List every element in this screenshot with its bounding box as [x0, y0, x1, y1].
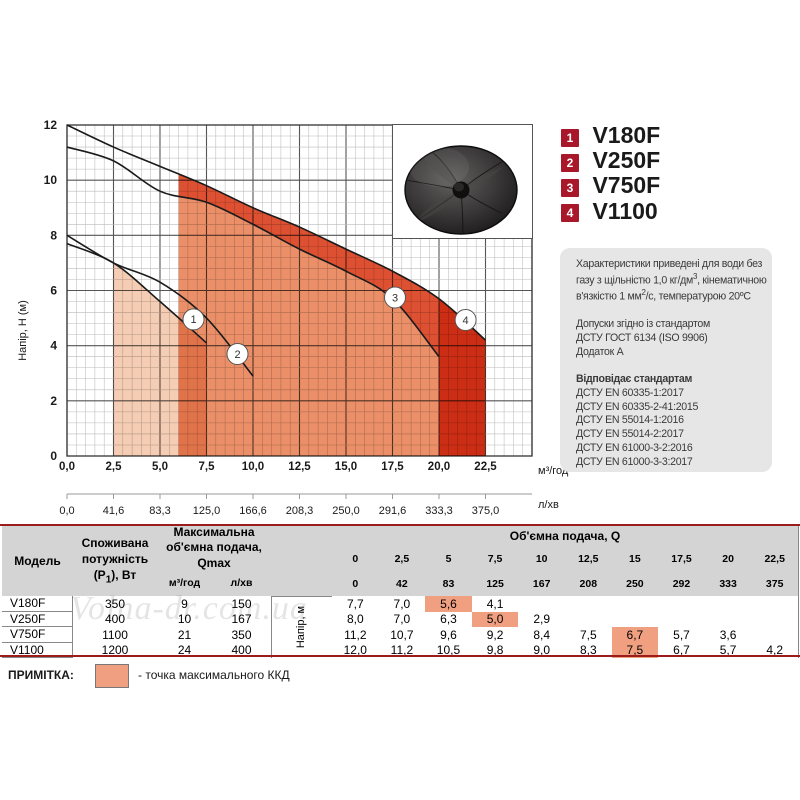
svg-text:22,5: 22,5	[474, 461, 497, 473]
svg-text:12,5: 12,5	[288, 461, 311, 473]
svg-text:12: 12	[44, 118, 58, 132]
svg-text:7,5: 7,5	[199, 461, 216, 473]
svg-text:166,6: 166,6	[239, 505, 267, 517]
svg-text:20,0: 20,0	[428, 461, 450, 473]
svg-text:6: 6	[50, 284, 57, 298]
svg-text:2: 2	[234, 349, 240, 361]
svg-text:5,0: 5,0	[152, 461, 168, 473]
svg-text:1: 1	[190, 314, 196, 326]
svg-text:83,3: 83,3	[149, 505, 170, 517]
svg-text:0,0: 0,0	[59, 461, 75, 473]
svg-text:333,3: 333,3	[425, 505, 453, 517]
svg-text:10: 10	[44, 173, 58, 187]
svg-text:250,0: 250,0	[332, 505, 360, 517]
svg-text:41,6: 41,6	[103, 505, 124, 517]
svg-text:0: 0	[50, 449, 57, 463]
svg-text:8: 8	[50, 228, 57, 242]
svg-text:10,0: 10,0	[242, 461, 264, 473]
svg-text:208,3: 208,3	[286, 505, 314, 517]
svg-text:2,5: 2,5	[106, 461, 123, 473]
svg-text:291,6: 291,6	[379, 505, 407, 517]
svg-text:15,0: 15,0	[335, 461, 357, 473]
svg-text:375,0: 375,0	[472, 505, 500, 517]
svg-text:4: 4	[50, 339, 57, 353]
svg-text:2: 2	[50, 394, 57, 408]
svg-text:3: 3	[392, 292, 398, 304]
svg-text:4: 4	[463, 315, 469, 327]
svg-text:17,5: 17,5	[381, 461, 404, 473]
svg-text:125,0: 125,0	[193, 505, 221, 517]
svg-text:л/хв: л/хв	[538, 499, 559, 511]
svg-text:Напір, Н (м): Напір, Н (м)	[17, 300, 29, 361]
svg-text:0,0: 0,0	[59, 505, 74, 517]
